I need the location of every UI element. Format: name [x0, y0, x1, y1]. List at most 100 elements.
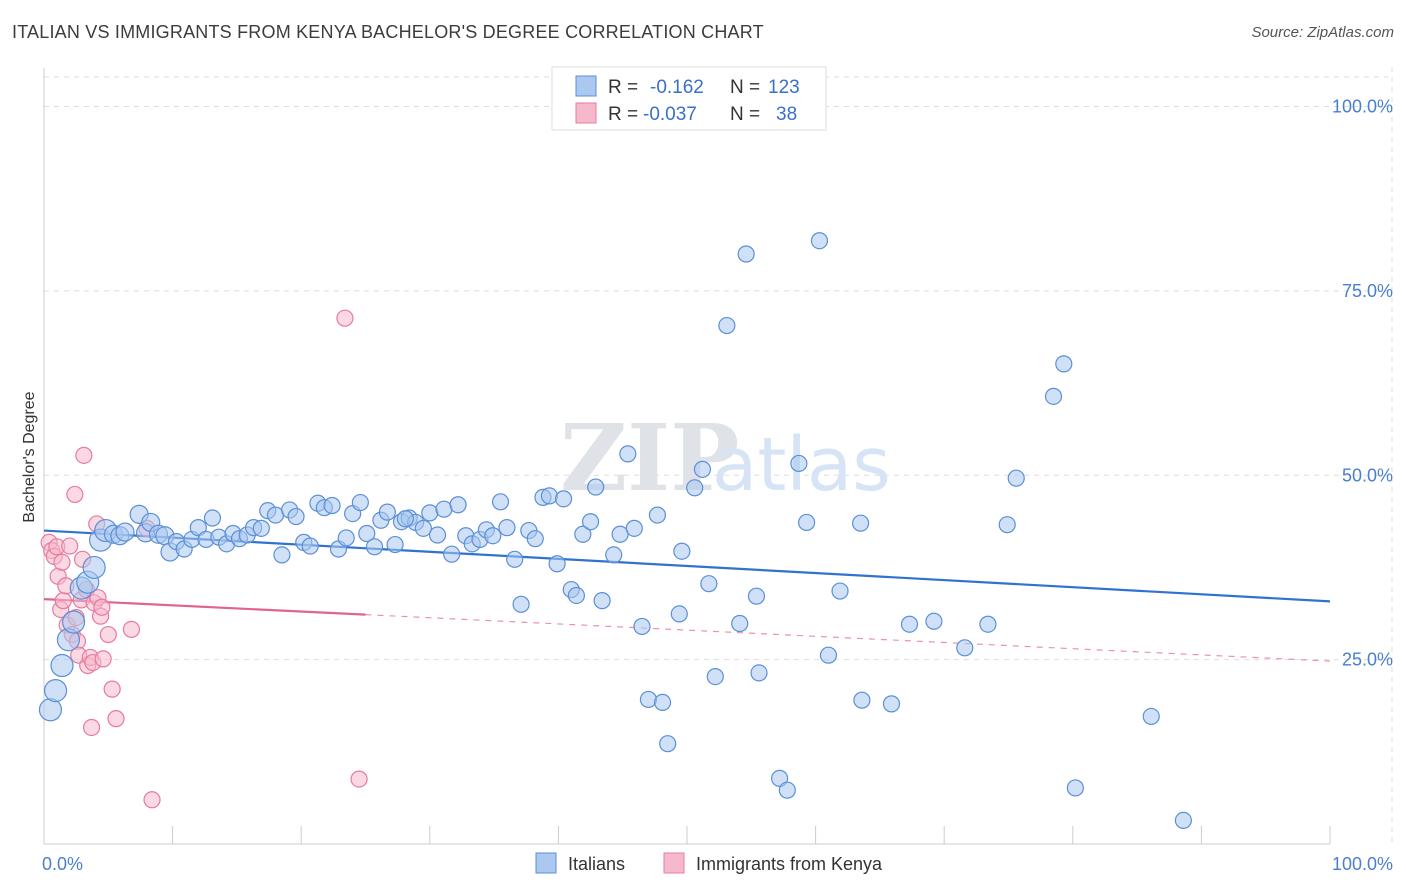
- italians-point-102: [797, 513, 816, 532]
- legend-r-label-2: R =: [608, 104, 638, 125]
- italians-point-66: [498, 519, 516, 537]
- italians-point-41: [323, 496, 341, 515]
- italians-point-59: [449, 496, 467, 514]
- italians-point-93: [706, 667, 724, 686]
- italians-point-111: [998, 516, 1016, 534]
- italians-point-50: [386, 535, 404, 554]
- italians-point-0: [38, 698, 63, 722]
- italians-point-91: [693, 460, 712, 478]
- italians-point-118: [979, 615, 997, 633]
- legend-r-value-1: -0.162: [650, 77, 704, 98]
- kenya-point-31: [103, 680, 121, 698]
- y-tick-label-2: 75.0%: [1342, 281, 1393, 301]
- italians-point-90: [686, 479, 704, 497]
- legend-r-value-2: -0.037: [643, 104, 697, 125]
- bottom-legend-swatch-italians: [535, 852, 557, 874]
- italians-point-46: [358, 524, 376, 543]
- italians-point-117: [1174, 811, 1192, 830]
- kenya-point-10: [61, 537, 79, 555]
- italians-point-72: [540, 487, 558, 505]
- italians-point-4: [61, 610, 86, 634]
- correlation-legend: R = -0.162 N = 123 R = -0.037 N = 38: [551, 66, 827, 131]
- italians-point-47: [365, 538, 384, 556]
- italians-point-2: [50, 653, 74, 678]
- italians-point-49: [378, 503, 396, 521]
- italians-point-31: [252, 519, 270, 537]
- italians-point-121: [670, 605, 688, 623]
- italians-point-24: [203, 509, 222, 527]
- italians-point-113: [1044, 387, 1063, 405]
- italians-point-99: [770, 769, 789, 787]
- kenya-point-22: [82, 718, 101, 737]
- italians-point-98: [747, 587, 766, 605]
- legend-swatch-kenya: [575, 102, 597, 124]
- italians-point-109: [925, 612, 943, 630]
- italians-point-101: [790, 454, 808, 473]
- italians-point-67: [506, 550, 524, 568]
- italians-point-120: [648, 506, 667, 524]
- italians-point-34: [273, 546, 291, 564]
- italians-point-106: [853, 691, 871, 709]
- italians-point-110: [956, 639, 974, 657]
- italians-point-57: [435, 500, 453, 518]
- italians-point-87: [653, 693, 672, 712]
- series-legend: Italians Immigrants from Kenya: [535, 852, 883, 874]
- italians-point-97: [750, 664, 768, 682]
- legend-n-value-1: 123: [768, 77, 800, 98]
- italians-point-70: [526, 530, 544, 548]
- kenya-point-6: [53, 553, 71, 571]
- italians-point-84: [625, 519, 643, 537]
- italians-point-79: [587, 478, 605, 496]
- legend-n-value-2: 38: [776, 104, 797, 125]
- italians-point-74: [554, 490, 573, 508]
- kenya-point-7: [54, 592, 72, 610]
- italians-point-38: [301, 537, 319, 555]
- italians-point-83: [619, 445, 637, 463]
- italians-point-116: [1142, 707, 1160, 726]
- kenya-point-30: [99, 625, 117, 644]
- kenya-point-33: [122, 620, 141, 638]
- source-label: Source: ZipAtlas.com: [1251, 24, 1394, 41]
- italians-point-114: [1055, 355, 1073, 373]
- italians-point-103: [810, 232, 829, 250]
- kenya-trend-line-dashed: [365, 614, 1331, 662]
- italians-point-94: [718, 316, 736, 335]
- chart-title: ITALIAN VS IMMIGRANTS FROM KENYA BACHELO…: [12, 22, 764, 42]
- x-tick-label-1: 100.0%: [1332, 854, 1393, 874]
- series-italians-points: [38, 232, 1192, 830]
- italians-point-100: [778, 781, 796, 799]
- y-tick-label-3: 100.0%: [1332, 97, 1393, 117]
- tick-labels: 25.0% 50.0% 75.0% 100.0% 0.0% 100.0%: [42, 97, 1393, 875]
- italians-point-92: [700, 575, 718, 593]
- kenya-point-35: [336, 309, 354, 327]
- italians-point-96: [737, 245, 755, 263]
- italians-point-119: [852, 514, 870, 532]
- y-axis-label: Bachelor's Degree: [21, 391, 38, 522]
- italians-point-112: [1007, 469, 1025, 487]
- italians-point-122: [396, 510, 414, 528]
- italians-point-86: [639, 690, 658, 709]
- y-tick-label-0: 25.0%: [1342, 650, 1393, 670]
- watermark-zip: ZIP: [560, 404, 739, 512]
- italians-point-64: [484, 527, 502, 545]
- italians-point-43: [337, 529, 355, 547]
- italians-point-107: [882, 695, 901, 713]
- kenya-point-29: [94, 650, 112, 668]
- italians-point-36: [287, 507, 305, 526]
- legend-n-label-1: N =: [730, 77, 760, 98]
- legend-swatch-italians: [575, 75, 597, 97]
- italians-point-68: [512, 595, 530, 613]
- kenya-point-18: [75, 446, 93, 464]
- italians-trend-line: [43, 529, 1331, 603]
- x-tick-label-0: 0.0%: [42, 854, 83, 874]
- bottom-legend-label-italians: Italians: [568, 854, 625, 874]
- italians-point-55: [421, 504, 439, 522]
- kenya-point-12: [66, 485, 84, 504]
- italians-point-89: [673, 542, 691, 560]
- italians-point-56: [428, 526, 447, 544]
- kenya-point-28: [93, 598, 111, 616]
- bottom-legend-label-kenya: Immigrants from Kenya: [696, 854, 883, 874]
- italians-point-115: [1066, 779, 1084, 797]
- bottom-legend-swatch-kenya: [663, 852, 685, 874]
